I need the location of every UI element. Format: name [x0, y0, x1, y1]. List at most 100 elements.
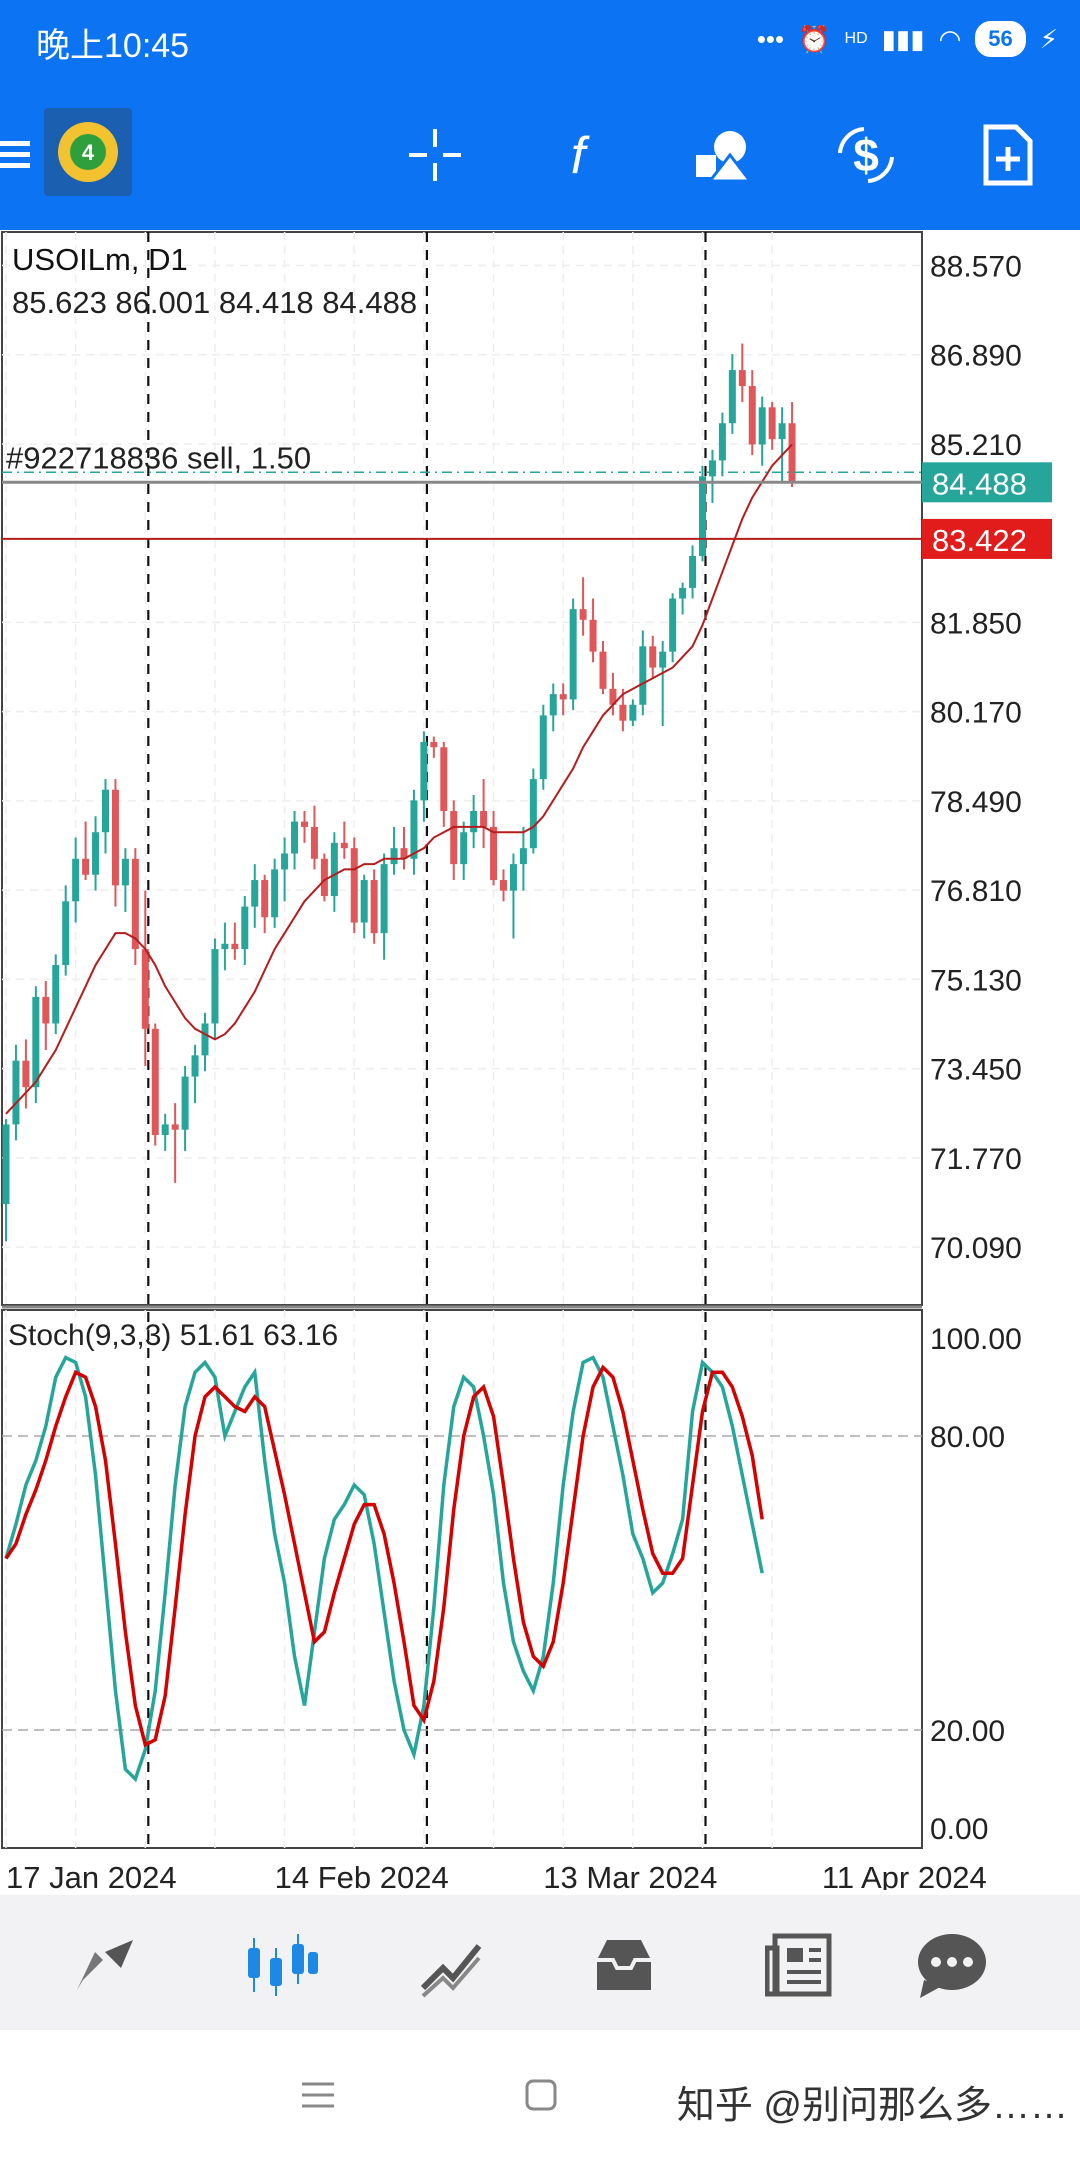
candle-body: [102, 789, 109, 833]
candle-body: [62, 901, 70, 966]
candle-body: [241, 906, 249, 950]
candle-body: [201, 1023, 209, 1056]
new-order-icon[interactable]: [968, 115, 1048, 195]
stoch-label: Stoch(9,3,3) 51.61 63.16: [8, 1319, 338, 1352]
candle-body: [718, 423, 726, 461]
chart-area[interactable]: 88.570 86.890 85.210 81.850 80.170 78.490 76.8…: [0, 230, 1080, 1895]
alarm-icon: ⏰: [798, 23, 831, 54]
time-axis-tick: 14 Feb 2024: [275, 1860, 449, 1890]
svg-text:4: 4: [82, 140, 95, 165]
candle-body: [708, 460, 716, 477]
candle-body: [360, 880, 368, 923]
candle-body: [778, 423, 786, 440]
candle-body: [470, 810, 478, 833]
candle-body: [569, 609, 577, 700]
inbox-icon[interactable]: [584, 1925, 664, 2005]
candle-body: [440, 747, 448, 811]
candle-body: [111, 789, 119, 886]
news-icon[interactable]: [760, 1925, 840, 2005]
signal-label: HD: [844, 30, 868, 47]
recent-apps-icon[interactable]: [300, 2080, 336, 2115]
time-axis-tick: 11 Apr 2024: [822, 1860, 987, 1890]
candle-body: [350, 848, 358, 923]
price-axis-tick: 80.170: [930, 697, 1022, 730]
moving-average-line: [5, 443, 793, 1115]
order-price-label: 83.422: [932, 523, 1027, 558]
price-chart[interactable]: 88.570 86.890 85.210 81.850 80.170 78.490 76.8…: [0, 230, 1080, 1895]
more-dots-icon: •••: [756, 23, 785, 54]
stoch-d-line: [4, 1364, 764, 1748]
candle-body: [400, 848, 408, 859]
home-icon[interactable]: [524, 2078, 558, 2117]
chart-icon[interactable]: [242, 1925, 322, 2005]
candle-body: [549, 694, 557, 716]
candle-body: [519, 848, 527, 865]
candle-body: [758, 407, 766, 445]
candle-body: [639, 646, 647, 705]
candle-body: [559, 694, 567, 700]
candle-body: [301, 821, 308, 827]
stoch-axis-tick: 20.00: [930, 1715, 1005, 1748]
candle-body: [92, 832, 100, 875]
candle-body: [490, 826, 498, 881]
wifi-icon: ◠: [938, 23, 962, 54]
menu-icon[interactable]: [0, 115, 60, 195]
candle-body: [22, 1060, 30, 1088]
chat-icon[interactable]: [912, 1925, 992, 2005]
candle-body: [171, 1124, 179, 1130]
candle-body: [121, 858, 129, 886]
candle-body: [271, 869, 279, 918]
candle-body: [12, 1060, 20, 1125]
candle-body: [141, 949, 149, 1029]
stoch-pane: [1, 1309, 923, 1849]
candle-body: [619, 704, 627, 721]
objects-icon[interactable]: [682, 115, 762, 195]
order-price-badge: [922, 518, 1052, 559]
candle-body: [211, 949, 219, 1024]
main-pane: [1, 231, 923, 1306]
function-icon[interactable]: f: [538, 115, 618, 195]
candle-body: [151, 1028, 159, 1136]
history-icon[interactable]: [412, 1925, 492, 2005]
candle-body: [181, 1076, 189, 1130]
candle-body: [579, 609, 587, 620]
candle-body: [310, 826, 318, 859]
candle-body: [2, 1124, 10, 1205]
stoch-axis-tick: 0.00: [930, 1813, 988, 1846]
candle-body: [430, 741, 438, 748]
candle-body: [221, 943, 229, 950]
candle-body: [768, 407, 776, 440]
candle-body: [131, 858, 139, 950]
price-axis-tick: 73.450: [930, 1054, 1022, 1087]
candle-body: [251, 880, 259, 907]
candle-body: [500, 880, 507, 891]
candle-body: [460, 832, 468, 865]
candle-body: [589, 619, 597, 652]
trade-dollar-icon[interactable]: $: [826, 115, 906, 195]
candle-body: [539, 715, 547, 780]
time-axis-tick: 17 Jan 2024: [6, 1860, 177, 1890]
candle-body: [609, 688, 617, 705]
price-axis-tick: 76.810: [930, 875, 1022, 908]
candle-body: [629, 704, 637, 721]
price-axis-tick: 86.890: [930, 340, 1022, 373]
system-nav-bar: 知乎 @别问那么多……: [0, 2030, 1080, 2160]
order-label: #922718836 sell, 1.50: [6, 440, 311, 475]
candle-body: [728, 370, 736, 424]
price-axis-tick: 78.490: [930, 786, 1022, 819]
candle-body: [191, 1055, 199, 1077]
svg-text:$: $: [853, 129, 879, 181]
candle-body: [52, 965, 60, 1024]
candle-body: [450, 810, 458, 865]
candle-body: [738, 370, 746, 387]
crosshair-icon[interactable]: [395, 115, 475, 195]
trade-icon[interactable]: [68, 1925, 148, 2005]
candle-body: [261, 880, 269, 918]
time-axis-tick: 13 Mar 2024: [543, 1860, 717, 1890]
current-price-label: 84.488: [932, 466, 1027, 501]
candle-body: [420, 741, 428, 801]
signal-icon: ▮▮▮: [881, 23, 925, 54]
candle-body: [380, 864, 388, 934]
top-toolbar: 4 f $: [0, 80, 1080, 230]
candle-body: [291, 821, 299, 854]
